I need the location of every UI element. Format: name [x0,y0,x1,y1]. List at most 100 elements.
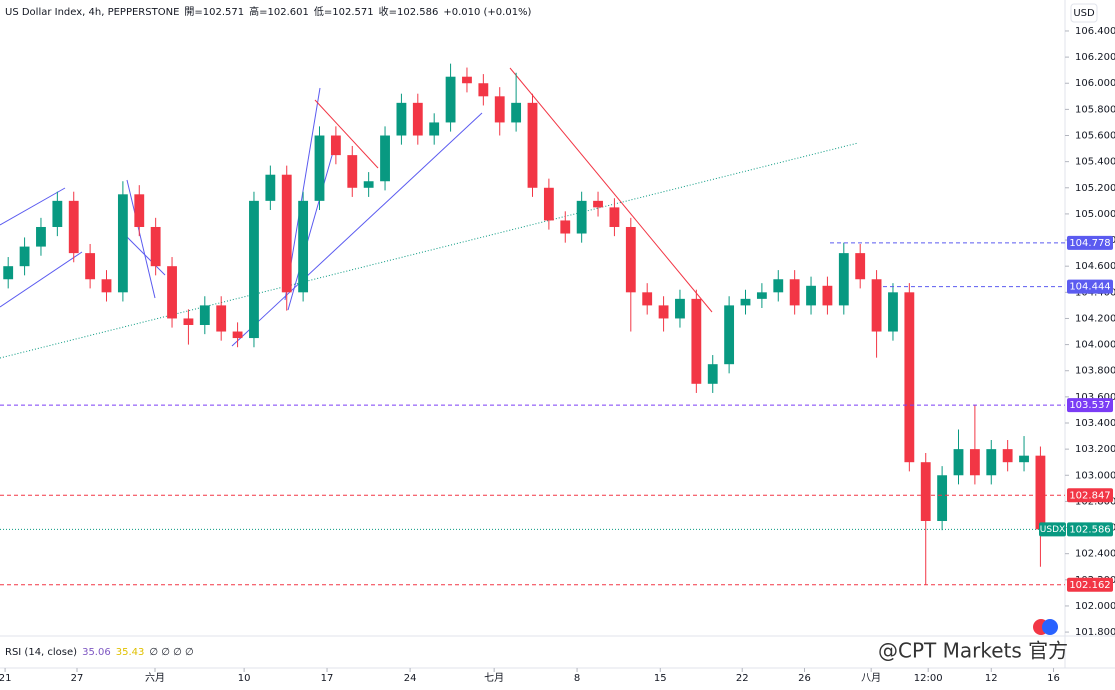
currency-label: USD [1073,8,1095,19]
candle-body [904,292,915,463]
candle-body [265,174,276,201]
candle-body [298,200,309,293]
header-text: US Dollar Index, 4h, PEPPERSTONE [5,7,179,18]
candle-body [986,449,997,476]
x-tick-label: 22 [736,673,749,684]
candle-body [806,285,816,306]
candle-body [429,122,440,136]
trend-line [0,142,859,359]
x-tick-label: 12:00 [914,673,943,684]
candle-body [68,200,79,254]
candle-body [576,200,587,234]
candle-body [707,364,718,384]
candle-body [281,174,292,293]
candle-body [478,83,489,97]
candle-body [1002,449,1013,463]
candle-body [593,200,603,208]
candle-body [740,298,751,306]
trend-line [509,67,713,313]
y-tick-label: 105.400 [1075,157,1115,168]
header: US Dollar Index, 4h, PEPPERSTONE 開=102.57… [5,5,532,18]
y-tick-label: 106.000 [1075,78,1115,89]
candle-body [838,253,849,306]
candle-body [380,135,390,182]
candle-body [19,246,30,267]
x-tick-label: 七月 [484,672,504,684]
price-label-box [1067,279,1113,294]
header-text: 高=102.601 [249,5,309,18]
x-tick-label: 24 [404,673,417,684]
candle-body [36,226,46,247]
trend-line [126,179,156,299]
candle-body [363,181,374,188]
candle-body [1035,455,1046,530]
x-tick-label: 15 [654,673,667,684]
candle-body [52,200,63,227]
candle-body [822,285,833,306]
candle-body [249,200,259,339]
candle-body [1019,455,1029,463]
y-tick-label: 101.800 [1075,627,1115,638]
candle-body [609,207,620,227]
candle-body [314,135,325,201]
rsi-legend: 35.06 [82,647,111,658]
candle-body [658,305,669,319]
trend-line [0,251,83,308]
currency-button[interactable] [1070,3,1098,23]
x-tick-label: 六月 [145,672,165,684]
candle-body [134,194,145,227]
candle-body [675,298,685,319]
y-tick-label: 103.800 [1075,366,1115,377]
price-label-box [1067,235,1113,250]
drawings [0,67,859,359]
candle-body [199,305,210,325]
header-text: 低=102.571 [314,5,374,18]
trend-line [287,144,336,311]
candle-body [232,331,243,339]
trend-line [314,99,379,169]
y-tick-label: 105.000 [1075,209,1115,220]
candle-body [871,279,882,332]
candle-body [855,253,866,280]
candle-body [642,292,653,306]
symbol-label-box [1039,522,1066,537]
price-label-box [1067,488,1113,503]
candle-body [969,449,980,476]
x-tick-label: 八月 [861,672,881,684]
y-tick-label: 103.000 [1075,470,1115,481]
price-label: 102.847 [1069,490,1110,501]
candle-body [888,292,898,332]
rsi-legend: ∅ ∅ ∅ ∅ [149,647,193,658]
x-tick-label: 17 [321,673,334,684]
candle-body [167,266,177,319]
price-label-box [1067,398,1113,413]
y-tick-label: 102.400 [1075,549,1115,560]
y-tick-label: 103.600 [1075,392,1115,403]
y-tick-label: 105.800 [1075,104,1115,115]
candle-body [691,298,702,384]
candle-body [560,220,571,234]
price-label-box [1067,577,1113,592]
candle-body [937,475,948,522]
candle-body [183,318,194,325]
rsi-legend: 35.43 [116,647,145,658]
x-tick-label: 10 [238,673,251,684]
candle-body [412,102,423,136]
candle-body [920,462,931,522]
candle-body [85,253,96,280]
candle-body [101,279,112,293]
candle-body [462,76,472,84]
y-tick-label: 106.200 [1075,52,1115,63]
header-text: 開=102.571 [184,6,244,18]
candle-body [773,279,784,293]
x-tick-label: 16 [1047,673,1060,684]
y-tick-label: 105.600 [1075,131,1115,142]
price-label: 102.162 [1069,580,1110,591]
y-tick-label: 104.200 [1075,313,1115,324]
watermark: @CPT Markets 官方 [878,639,1068,663]
price-label: 104.778 [1069,238,1110,249]
candle-body [150,226,161,267]
header-text: 收=102.586 [379,5,439,18]
candle-body [117,194,128,293]
rsi-legend: RSI (14, close) [5,647,77,658]
